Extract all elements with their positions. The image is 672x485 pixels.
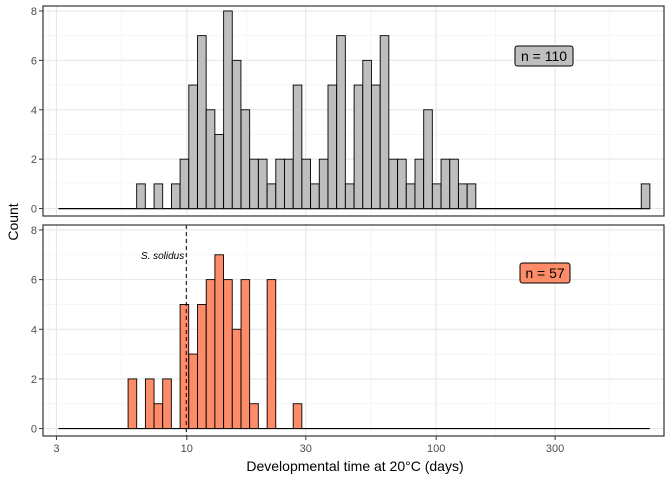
- histogram-bar: [214, 254, 224, 430]
- panel-border: [42, 224, 665, 437]
- histogram-bar: [458, 183, 468, 210]
- histogram-bar: [179, 303, 190, 430]
- panel-2: S. solidus n = 57 0 2 4 6 8: [31, 224, 665, 437]
- y-tick-label: 4: [31, 324, 37, 336]
- histogram-bar: [284, 158, 294, 210]
- histogram-bar: [431, 183, 442, 210]
- histogram-bar: [266, 279, 277, 430]
- panels: n = 110 0 2 4 6 8 S. solidus n = 57 0 2 4 6 8: [31, 5, 665, 437]
- x-tick-label: 300: [546, 443, 564, 455]
- histogram-bar: [205, 109, 216, 210]
- histogram-bar: [301, 158, 311, 210]
- histogram-bar: [362, 59, 372, 210]
- histogram-bar: [388, 158, 398, 210]
- histogram-bar: [179, 158, 190, 210]
- histogram-bar: [127, 378, 138, 430]
- histogram-bar: [275, 158, 285, 210]
- histogram-bar: [640, 183, 651, 210]
- x-tick-label: 100: [427, 443, 445, 455]
- histogram-bar: [344, 183, 355, 210]
- histogram-bar: [414, 158, 425, 210]
- histogram-bar: [197, 303, 207, 430]
- y-tick-label: 8: [31, 225, 37, 237]
- y-tick-label: 8: [31, 6, 37, 18]
- histogram-bar: [292, 403, 303, 430]
- y-tick-label: 0: [31, 204, 37, 216]
- histogram-bar: [449, 158, 459, 210]
- histogram-bar: [153, 403, 164, 430]
- histogram-bar: [223, 10, 233, 210]
- x-tick-label: 10: [181, 443, 193, 455]
- histogram-bar: [205, 279, 216, 430]
- histogram-bar: [257, 158, 268, 210]
- y-tick-label: 4: [31, 105, 37, 117]
- y-tick-label: 6: [31, 275, 37, 287]
- sample-size-box: [519, 262, 571, 284]
- histogram-bar: [188, 84, 198, 210]
- histogram-bar: [136, 183, 146, 210]
- histogram-bar: [144, 378, 155, 430]
- sample-size-label: n = 110: [514, 45, 574, 67]
- histogram-bar: [466, 183, 477, 210]
- sample-size-box: [514, 45, 574, 67]
- histogram-bar: [249, 158, 259, 210]
- sample-size-text: n = 57: [525, 265, 565, 281]
- reference-line-label: S. solidus: [141, 251, 184, 262]
- x-tick-label: 3: [53, 443, 59, 455]
- histogram-bar: [379, 35, 390, 210]
- histogram-bar: [214, 134, 224, 210]
- histogram-bar: [353, 84, 364, 210]
- histogram-bar: [423, 109, 433, 210]
- histogram-bar: [188, 353, 198, 430]
- y-tick-label: 6: [31, 55, 37, 67]
- histogram-bar: [153, 183, 164, 210]
- x-axis-title: Developmental time at 20°C (days): [246, 458, 463, 474]
- histogram-bar: [266, 183, 277, 210]
- histogram-bar: [405, 183, 416, 210]
- histogram-bar: [371, 84, 381, 210]
- histogram-bar: [327, 84, 338, 210]
- histogram-bar: [162, 378, 172, 430]
- histogram-bar: [318, 158, 329, 210]
- y-tick-label: 0: [31, 424, 37, 436]
- panel-border: [42, 5, 665, 217]
- sample-size-label: n = 57: [519, 262, 571, 284]
- panel-1: n = 110 0 2 4 6 8: [31, 5, 665, 217]
- histogram-bar: [231, 59, 242, 210]
- histogram-bar: [170, 183, 181, 210]
- y-tick-label: 2: [31, 154, 37, 166]
- panel-background: [43, 6, 664, 216]
- histogram-bar: [240, 279, 251, 430]
- histogram-bar: [231, 328, 242, 430]
- sample-size-text: n = 110: [521, 48, 567, 64]
- histogram-bar: [240, 109, 251, 210]
- histogram-bar: [197, 35, 207, 210]
- histogram-bar: [223, 279, 233, 430]
- histogram-bar: [249, 403, 259, 430]
- histogram-bar: [310, 183, 320, 210]
- histogram-bar: [397, 158, 407, 210]
- y-axis-title: Count: [5, 203, 21, 240]
- y-tick-label: 2: [31, 374, 37, 386]
- histogram-bar: [336, 35, 346, 210]
- x-tick-label: 30: [300, 443, 312, 455]
- x-axis: 3 10 30 100 300: [53, 436, 564, 455]
- histogram-bar: [292, 84, 303, 210]
- histogram-bar: [440, 158, 451, 210]
